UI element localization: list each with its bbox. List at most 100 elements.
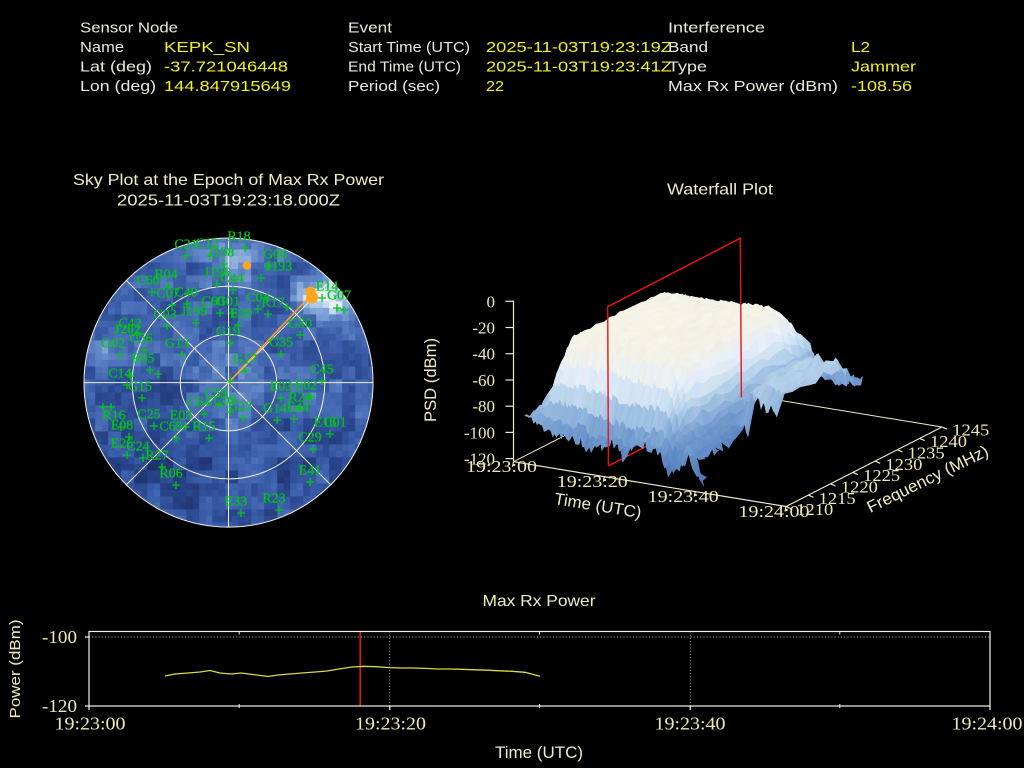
svg-text:G15: G15 (128, 380, 152, 395)
svg-text:R06: R06 (159, 467, 182, 482)
svg-text:E33: E33 (225, 495, 248, 510)
svg-text:-60: -60 (472, 371, 495, 390)
svg-text:G07: G07 (327, 289, 351, 304)
svg-text:G14: G14 (263, 402, 287, 417)
svg-text:19:23:20: 19:23:20 (557, 472, 628, 491)
svg-text:R27: R27 (145, 449, 168, 464)
svg-text:C64: C64 (187, 396, 210, 411)
svg-text:Max Rx Power: Max Rx Power (483, 593, 597, 610)
svg-text:Name: Name (80, 39, 124, 56)
svg-text:E14: E14 (316, 280, 339, 295)
svg-text:E16: E16 (314, 416, 337, 431)
svg-text:End Time (UTC): End Time (UTC) (348, 59, 461, 76)
svg-text:C40: C40 (174, 286, 197, 301)
svg-text:C01: C01 (323, 416, 346, 431)
svg-text:2025-11-03T19:23:41Z: 2025-11-03T19:23:41Z (486, 59, 672, 76)
svg-text:-20: -20 (472, 319, 495, 338)
svg-text:19:23:40: 19:23:40 (648, 487, 719, 506)
svg-text:1225: 1225 (863, 466, 900, 485)
svg-text:Time (UTC): Time (UTC) (495, 744, 583, 762)
svg-text:R15: R15 (192, 420, 215, 435)
svg-text:1215: 1215 (819, 489, 856, 508)
svg-text:-100: -100 (42, 627, 77, 647)
svg-text:Power (dBm): Power (dBm) (7, 620, 24, 719)
svg-text:E08: E08 (111, 419, 134, 434)
svg-text:0: 0 (487, 292, 496, 311)
svg-text:R24: R24 (288, 391, 311, 406)
svg-text:C03: C03 (153, 308, 176, 323)
svg-text:Lat (deg): Lat (deg) (80, 59, 152, 76)
svg-text:J199: J199 (181, 305, 207, 320)
svg-text:Period (sec): Period (sec) (348, 78, 440, 95)
svg-text:C42: C42 (118, 317, 141, 332)
svg-text:C07: C07 (156, 287, 179, 302)
svg-text:G17: G17 (233, 353, 257, 368)
svg-text:C56: C56 (129, 332, 152, 347)
svg-text:19:24:00: 19:24:00 (739, 502, 810, 521)
svg-text:J202: J202 (113, 323, 141, 338)
svg-text:Band: Band (668, 39, 708, 56)
svg-text:R18: R18 (227, 230, 250, 245)
svg-text:19:23:40: 19:23:40 (655, 714, 726, 734)
svg-text:C14: C14 (108, 367, 131, 382)
svg-text:1220: 1220 (841, 478, 878, 497)
svg-text:2025-11-03T19:23:19Z: 2025-11-03T19:23:19Z (486, 39, 672, 56)
svg-text:J193: J193 (266, 260, 292, 275)
svg-text:Sensor Node: Sensor Node (80, 20, 178, 37)
svg-text:-120: -120 (42, 696, 77, 716)
svg-text:R17: R17 (261, 296, 284, 311)
svg-text:19:23:00: 19:23:00 (55, 714, 126, 734)
svg-text:E44: E44 (287, 401, 310, 416)
svg-text:Lon (deg): Lon (deg) (80, 78, 156, 95)
svg-text:G06: G06 (263, 248, 287, 263)
svg-text:-100: -100 (464, 423, 495, 442)
svg-text:22: 22 (486, 78, 504, 95)
svg-text:E03: E03 (270, 380, 293, 395)
svg-text:C24: C24 (126, 440, 149, 455)
svg-text:R16: R16 (102, 409, 125, 424)
svg-text:L2: L2 (851, 39, 870, 56)
svg-text:C59: C59 (204, 387, 227, 402)
svg-text:Jammer: Jammer (851, 59, 916, 76)
svg-text:C12: C12 (195, 237, 218, 252)
svg-text:C45: C45 (310, 363, 333, 378)
svg-text:C09: C09 (213, 394, 236, 409)
svg-text:1245: 1245 (952, 421, 989, 440)
svg-text:Start Time (UTC): Start Time (UTC) (348, 39, 470, 56)
svg-text:E03: E03 (170, 409, 193, 424)
svg-text:J198: J198 (208, 246, 234, 261)
svg-text:2025-11-03T19:23:18.000Z: 2025-11-03T19:23:18.000Z (117, 193, 340, 210)
svg-text:Interference: Interference (668, 20, 765, 37)
svg-text:PSD (dBm): PSD (dBm) (422, 338, 440, 422)
svg-text:G13: G13 (165, 337, 189, 352)
svg-text:Waterfall Plot: Waterfall Plot (667, 182, 774, 199)
svg-text:-80: -80 (472, 397, 495, 416)
svg-text:19:24:00: 19:24:00 (952, 714, 1023, 734)
svg-text:-40: -40 (472, 345, 495, 364)
svg-text:G22: G22 (228, 400, 252, 415)
svg-text:C60: C60 (201, 295, 224, 310)
svg-text:Sky Plot at the Epoch of Max R: Sky Plot at the Epoch of Max Rx Power (73, 172, 385, 189)
svg-text:KEPK_SN: KEPK_SN (164, 39, 250, 56)
svg-text:R05: R05 (131, 352, 154, 367)
svg-text:E26: E26 (111, 437, 134, 452)
svg-text:1240: 1240 (930, 432, 967, 451)
svg-text:1235: 1235 (908, 443, 945, 462)
svg-text:R04: R04 (154, 268, 177, 283)
svg-text:E30: E30 (230, 307, 253, 322)
svg-text:C04: C04 (246, 291, 269, 306)
svg-text:-120: -120 (464, 450, 495, 469)
svg-text:144.847915649: 144.847915649 (164, 78, 291, 95)
svg-text:Type: Type (668, 59, 707, 76)
svg-text:G30: G30 (288, 317, 312, 332)
svg-text:C69: C69 (159, 420, 182, 435)
svg-text:Max Rx Power (dBm): Max Rx Power (dBm) (668, 78, 838, 95)
svg-text:C44: C44 (220, 272, 243, 287)
svg-text:G02: G02 (101, 337, 125, 352)
svg-text:1210: 1210 (796, 500, 833, 519)
svg-text:G35: G35 (269, 336, 293, 351)
svg-text:C60: C60 (136, 274, 159, 289)
svg-text:E41: E41 (299, 464, 322, 479)
svg-text:-108.56: -108.56 (851, 78, 912, 95)
svg-text:R23: R23 (262, 492, 285, 507)
